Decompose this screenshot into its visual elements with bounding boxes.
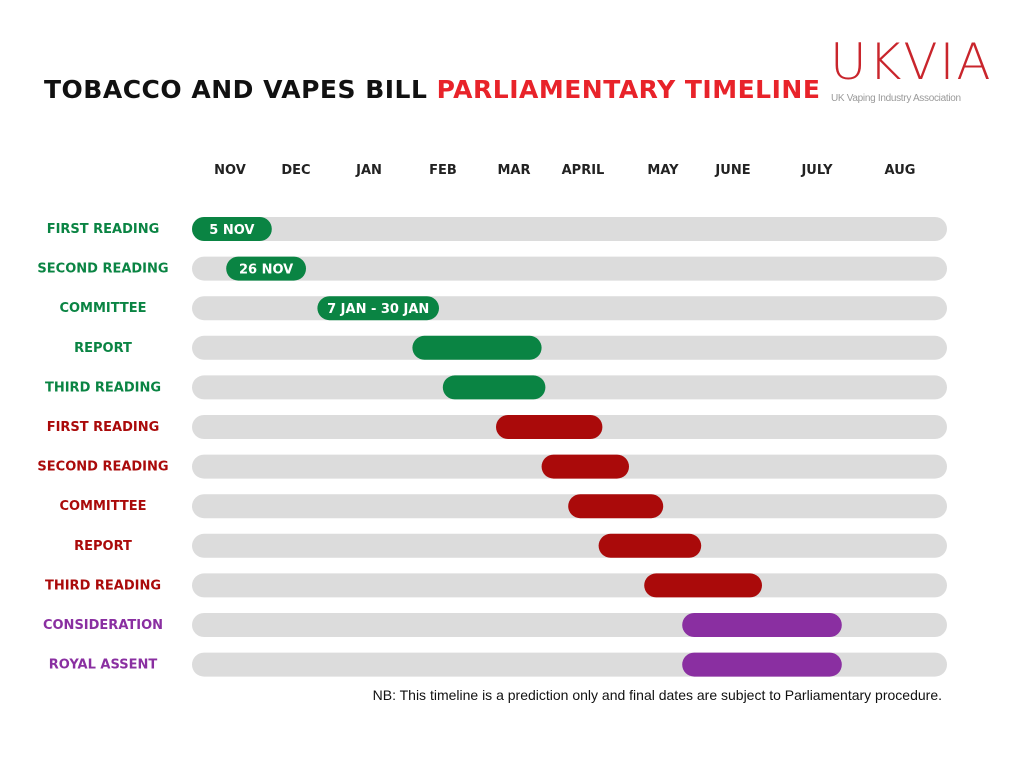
stage-label: CONSIDERATION (43, 618, 163, 633)
stage-label: ROYAL ASSENT (49, 658, 158, 673)
stage-bar (682, 613, 842, 637)
stage-date-label: 5 NOV (209, 223, 254, 238)
month-tick-label: AUG (885, 163, 916, 178)
timeline-track (192, 533, 947, 558)
stage-bar (682, 652, 842, 677)
ukvia-logo: UKVIA UK Vaping Industry Association (830, 36, 991, 108)
stage-date-label: 26 NOV (239, 263, 293, 278)
timeline-track (192, 573, 947, 598)
stage-bar (412, 335, 542, 360)
logo-mark: UKVIA (830, 33, 993, 91)
month-tick-label: FEB (429, 163, 457, 178)
logo-tagline: UK Vaping Industry Association (831, 93, 961, 104)
month-tick-label: NOV (214, 163, 246, 178)
timeline-track (192, 375, 947, 400)
title-main: TOBACCO AND VAPES BILL (44, 75, 428, 104)
stage-bar (496, 415, 603, 439)
stage-bar (644, 573, 762, 598)
footnote: NB: This timeline is a prediction only a… (372, 687, 942, 703)
stage-bar (541, 454, 629, 479)
stage-label: SECOND READING (37, 262, 168, 277)
stage-bar (568, 494, 664, 519)
month-tick-label: APRIL (562, 163, 605, 178)
month-tick-label: JULY (800, 163, 833, 178)
month-tick-label: JUNE (714, 163, 750, 178)
stage-label: REPORT (74, 539, 132, 554)
stage-label: THIRD READING (45, 380, 161, 395)
timeline-track (192, 335, 947, 360)
stage-bar (226, 256, 306, 281)
timeline-track (192, 217, 947, 241)
stage-label: COMMITTEE (59, 301, 146, 316)
month-tick-label: DEC (281, 163, 310, 178)
stage-label: FIRST READING (47, 222, 160, 237)
stage-bar (192, 217, 272, 241)
stage-label: FIRST READING (47, 420, 160, 435)
month-tick-label: JAN (355, 163, 382, 178)
stage-bar (598, 533, 702, 558)
stage-label: COMMITTEE (59, 499, 146, 514)
timeline-track (192, 296, 947, 321)
stage-label: SECOND READING (37, 460, 168, 475)
stage-label: THIRD READING (45, 578, 161, 593)
title-accent: PARLIAMENTARY TIMELINE (436, 75, 821, 104)
timeline-track (192, 256, 947, 281)
stage-date-label: 7 JAN - 30 JAN (327, 302, 429, 317)
month-tick-label: MAY (647, 163, 679, 178)
page-title: TOBACCO AND VAPES BILL PARLIAMENTARY TIM… (44, 72, 820, 108)
stage-bar (442, 375, 546, 400)
stage-label: REPORT (74, 341, 132, 356)
stage-bar (317, 296, 439, 321)
month-tick-label: MAR (497, 163, 530, 178)
